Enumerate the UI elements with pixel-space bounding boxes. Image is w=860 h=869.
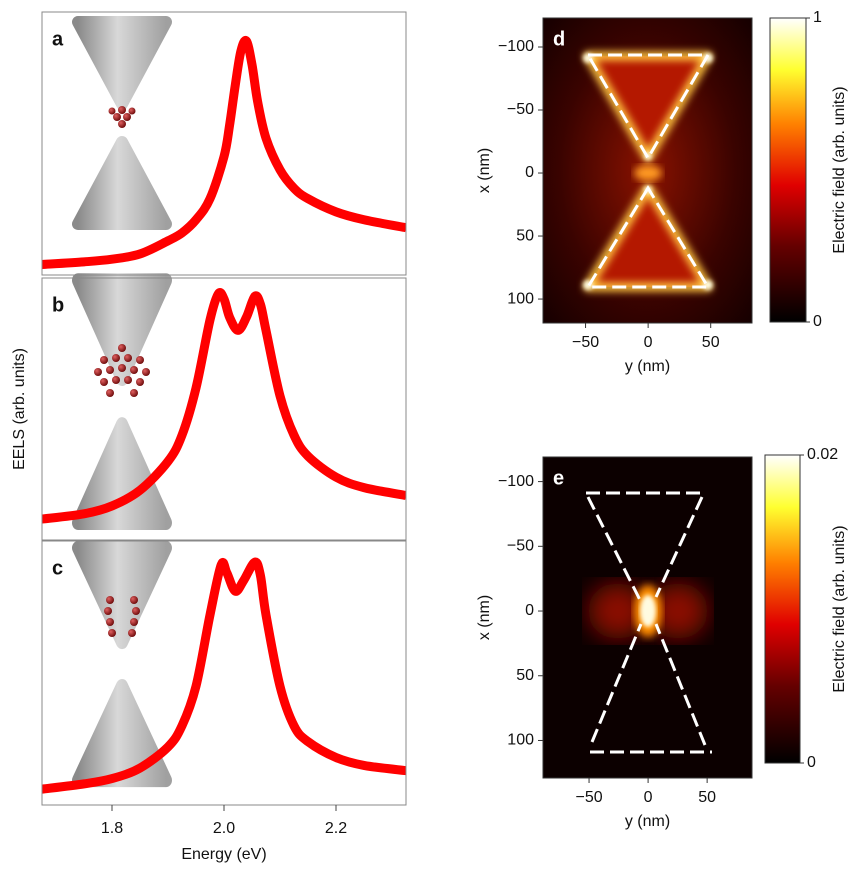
colorbar-tick-label: 1 xyxy=(813,9,822,26)
x-tick-label: 2.2 xyxy=(325,820,347,837)
y-tick-label: −100 xyxy=(498,473,534,490)
panel-label: b xyxy=(52,294,64,316)
y-axis-label: x (nm) xyxy=(476,148,493,193)
field-map-d xyxy=(543,18,752,323)
plot-frame xyxy=(41,11,407,276)
y-tick-label: −50 xyxy=(507,538,534,555)
field-map-e xyxy=(543,457,752,778)
colorbar-label: Electric field (arb. units) xyxy=(831,525,848,692)
x-axis-label: y (nm) xyxy=(625,813,670,830)
colorbar-tick-label: 0 xyxy=(813,313,822,330)
colorbar-tick-label: 0 xyxy=(807,754,816,771)
inset-a xyxy=(78,22,166,224)
eels-curve xyxy=(42,35,406,269)
x-tick-label: −50 xyxy=(575,789,602,806)
y-tick-label: 0 xyxy=(525,602,534,619)
panel-label: a xyxy=(52,28,64,50)
x-tick-label: 50 xyxy=(702,334,720,351)
x-tick-label: 2.0 xyxy=(213,820,235,837)
colorbar-tick-label: 0.02 xyxy=(807,446,838,463)
inset-b xyxy=(78,280,166,522)
x-axis-label: y (nm) xyxy=(625,358,670,375)
x-tick-label: 0 xyxy=(644,789,653,806)
y-tick-label: 50 xyxy=(516,667,534,684)
colorbar-label: Electric field (arb. units) xyxy=(831,86,848,253)
inset-c xyxy=(78,548,166,780)
y-tick-label: −50 xyxy=(507,101,534,118)
y-tick-label: 100 xyxy=(507,732,534,749)
x-tick-label: 0 xyxy=(644,334,653,351)
x-axis-label: Energy (eV) xyxy=(181,846,266,863)
plot-frame xyxy=(542,456,753,779)
colorbar xyxy=(769,17,807,323)
y-tick-label: 50 xyxy=(516,227,534,244)
plot-frame xyxy=(41,277,407,541)
y-tick-label: 0 xyxy=(525,164,534,181)
plot-frame xyxy=(542,17,753,324)
eels-curve xyxy=(42,557,406,794)
panel-label: d xyxy=(553,28,565,50)
y-tick-label: 100 xyxy=(507,290,534,307)
colorbar xyxy=(764,454,801,764)
panel-label: e xyxy=(553,467,564,489)
y-tick-label: −100 xyxy=(498,38,534,55)
x-tick-label: 50 xyxy=(698,789,716,806)
panel-label: c xyxy=(52,557,63,579)
y-axis-label: x (nm) xyxy=(476,595,493,640)
y-axis-label: EELS (arb. units) xyxy=(11,348,28,470)
x-tick-label: 1.8 xyxy=(101,820,123,837)
x-tick-label: −50 xyxy=(572,334,599,351)
eels-curve xyxy=(42,288,406,524)
